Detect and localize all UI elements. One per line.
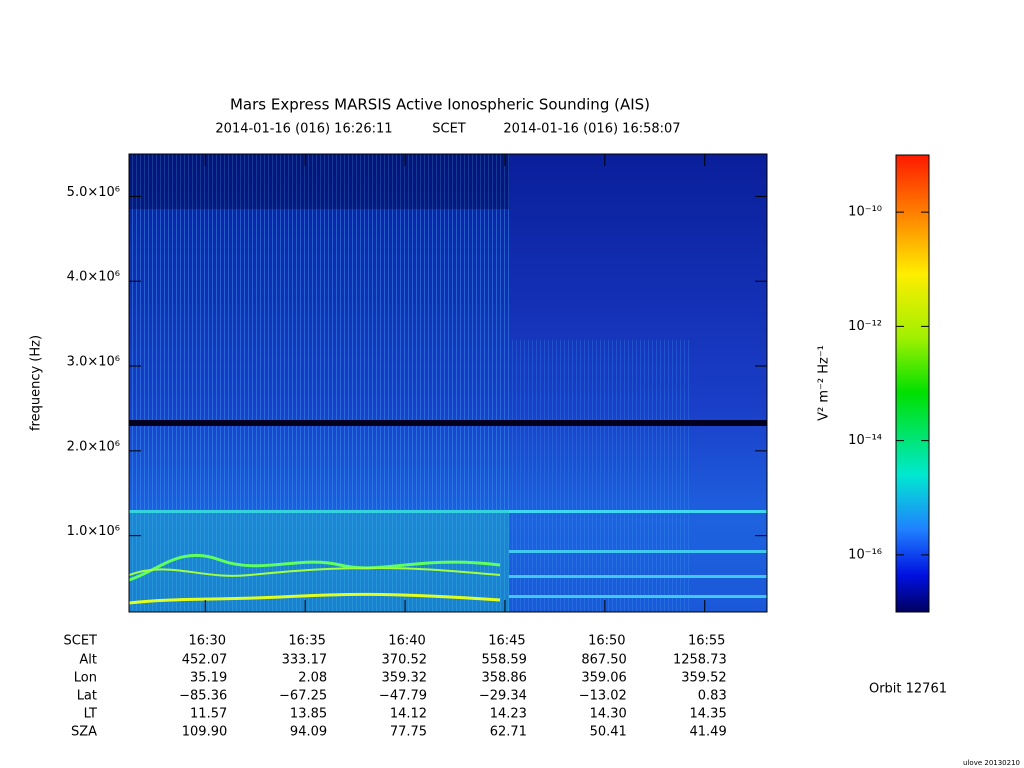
ephemeris-value: 50.41 [590,725,627,740]
spectrogram-image [128,154,767,612]
x-tick-label: 16:35 [288,634,325,649]
colorbar-label: V² m⁻² Hz⁻¹ [817,345,832,421]
y-tick-label: 2.0×10⁶ [67,439,120,454]
ephemeris-value: 14.12 [390,707,427,722]
plot-frame [128,153,768,613]
y-tick-label: 3.0×10⁶ [67,355,120,370]
x-tick-label: 16:50 [588,634,625,649]
ephemeris-value: 358.86 [481,671,527,686]
y-tick-label: 5.0×10⁶ [67,185,120,200]
ephemeris-value: 62.71 [490,725,527,740]
colorbar-tick-label: 10⁻¹⁰ [848,205,882,220]
ephemeris-value: 41.49 [690,725,727,740]
chart-title: Mars Express MARSIS Active Ionospheric S… [230,96,650,114]
end-time: 2014-01-16 (016) 16:58:07 [503,122,680,137]
ephemeris-value: 35.19 [190,671,227,686]
ephemeris-value: 109.90 [182,725,228,740]
ephemeris-value: 370.52 [382,653,428,668]
colorbar-tick-label: 10⁻¹⁶ [848,547,882,562]
ephemeris-value: −13.02 [579,689,627,704]
row-label: LT [84,707,97,722]
ephemeris-value: 558.59 [481,653,527,668]
orbit-label: Orbit 12761 [869,682,947,697]
colorbar-tick-label: 10⁻¹² [848,319,882,334]
x-tick-label: 16:45 [488,634,525,649]
ephemeris-value: 2.08 [298,671,327,686]
ephemeris-value: 359.52 [681,671,727,686]
row-label: Alt [79,653,97,668]
ephemeris-value: −47.79 [379,689,427,704]
ephemeris-value: 359.32 [382,671,428,686]
row-label: SZA [71,725,97,740]
ephemeris-value: 359.06 [581,671,627,686]
ephemeris-value: −67.25 [279,689,327,704]
row-label: Lat [77,689,97,704]
x-tick-label: 16:40 [388,634,425,649]
ephemeris-value: −29.34 [479,689,527,704]
ephemeris-value: −85.36 [179,689,227,704]
ephemeris-value: 333.17 [282,653,328,668]
ephemeris-value: 452.07 [182,653,228,668]
x-tick-label: 16:30 [189,634,226,649]
row-label: SCET [64,634,98,649]
colorbar [895,154,930,613]
footer: ulove 20130210 [963,759,1020,767]
ephemeris-value: 94.09 [290,725,327,740]
y-tick-label: 4.0×10⁶ [67,270,120,285]
ephemeris-value: 0.83 [698,689,727,704]
ephemeris-value: 14.30 [590,707,627,722]
start-time: 2014-01-16 (016) 16:26:11 [215,122,392,137]
colorbar-tick-label: 10⁻¹⁴ [848,433,882,448]
ephemeris-value: 1258.73 [673,653,727,668]
time-system: SCET [432,122,466,137]
x-tick-label: 16:55 [688,634,725,649]
ephemeris-value: 77.75 [390,725,427,740]
y-tick-label: 1.0×10⁶ [67,524,120,539]
ephemeris-value: 14.23 [490,707,527,722]
y-axis-label: frequency (Hz) [29,335,44,431]
row-label: Lon [74,671,97,686]
ephemeris-value: 867.50 [581,653,627,668]
ephemeris-value: 14.35 [690,707,727,722]
ephemeris-value: 13.85 [290,707,327,722]
ephemeris-value: 11.57 [190,707,227,722]
